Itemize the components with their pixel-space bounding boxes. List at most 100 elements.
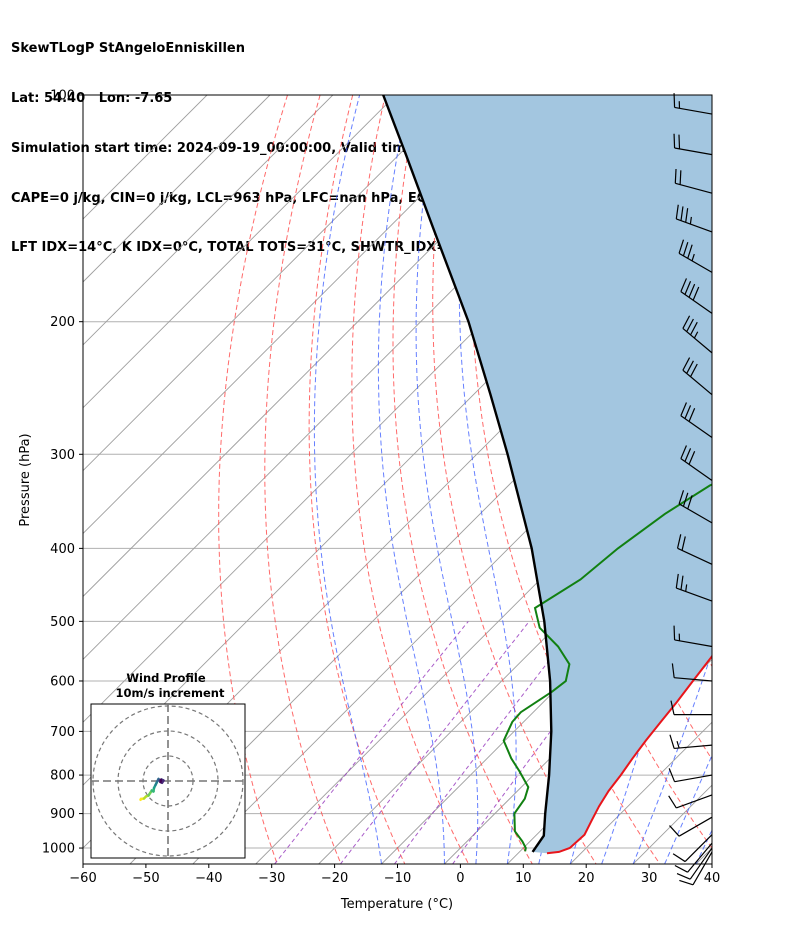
moist-adiabat bbox=[632, 650, 712, 864]
isotherm-line bbox=[381, 532, 712, 864]
wind-barb bbox=[674, 168, 713, 194]
wind-barb bbox=[675, 573, 713, 602]
x-tick-label: 40 bbox=[704, 871, 721, 886]
wind-barb bbox=[669, 816, 713, 837]
wind-barb-full-tick bbox=[673, 625, 676, 640]
wind-barb-staff bbox=[676, 587, 713, 602]
wind-barb bbox=[678, 490, 713, 524]
wind-barb-staff bbox=[674, 744, 713, 750]
dry-adiabat bbox=[264, 95, 342, 864]
wind-barb bbox=[676, 534, 713, 565]
wind-barb bbox=[673, 133, 713, 156]
wind-barb-staff bbox=[687, 842, 713, 873]
isotherm-line bbox=[83, 95, 271, 283]
wind-barb-staff bbox=[674, 147, 713, 156]
wind-barb-full-tick bbox=[671, 663, 675, 678]
x-tick-label: −20 bbox=[321, 871, 348, 886]
wind-barb-staff bbox=[674, 106, 713, 115]
wind-barb-full-tick bbox=[669, 825, 680, 837]
wind-barb-staff bbox=[682, 369, 713, 396]
wind-barb-full-tick bbox=[676, 873, 691, 880]
wind-barb bbox=[679, 851, 713, 886]
wind-barb-full-tick bbox=[688, 283, 696, 298]
wind-barb-half-tick bbox=[676, 740, 680, 749]
hodograph-subtitle: 10m/s increment bbox=[116, 686, 225, 700]
wind-barb-full-tick bbox=[682, 242, 689, 257]
wind-barb-full-tick bbox=[685, 208, 689, 223]
temperature-line bbox=[546, 654, 712, 855]
wind-barb-full-tick bbox=[676, 534, 682, 549]
wind-barb bbox=[668, 768, 713, 783]
wind-barb bbox=[673, 93, 713, 115]
wind-barb bbox=[668, 794, 713, 809]
moist-adiabat bbox=[728, 95, 794, 864]
wind-barb-full-tick bbox=[687, 244, 693, 259]
axes: −60 −50 −40 −30 −20 −10 0 10 20 30 40 100 200 300 400 5… bbox=[42, 89, 720, 887]
wind-barb-staff bbox=[680, 291, 713, 314]
wind-barb-staff bbox=[680, 415, 713, 439]
mixing-ratio-line bbox=[394, 621, 580, 864]
wind-barb-full-tick bbox=[690, 363, 698, 377]
x-tick-label: 20 bbox=[578, 871, 595, 886]
wind-barbs bbox=[668, 93, 713, 886]
wind-barb-full-tick bbox=[684, 405, 692, 419]
x-tick-label: 30 bbox=[641, 871, 658, 886]
wind-barb-staff bbox=[678, 503, 713, 524]
wind-barb-full-tick bbox=[672, 853, 686, 863]
dry-adiabat bbox=[776, 95, 794, 864]
y-tick-label: 800 bbox=[50, 769, 75, 784]
wind-barb-staff bbox=[682, 327, 713, 354]
x-tick-label: 0 bbox=[456, 871, 464, 886]
wind-barb-full-tick bbox=[680, 278, 687, 292]
wind-barb-full-tick bbox=[684, 448, 692, 462]
wind-barb-full-tick bbox=[680, 575, 684, 590]
y-tick-label: 300 bbox=[50, 448, 75, 463]
wind-barb-staff bbox=[674, 774, 713, 783]
wind-barb bbox=[670, 700, 712, 716]
isotherm-line bbox=[83, 95, 334, 346]
x-tick-label: −40 bbox=[195, 871, 222, 886]
wind-barb bbox=[675, 204, 713, 233]
x-tick-label: −60 bbox=[69, 871, 96, 886]
wind-barb bbox=[674, 842, 713, 873]
wind-barb-full-tick bbox=[678, 134, 681, 149]
wind-barb-half-tick bbox=[689, 216, 692, 225]
x-tick-label: 10 bbox=[515, 871, 532, 886]
profile-lines bbox=[382, 95, 712, 855]
wind-barb-full-tick bbox=[674, 864, 688, 873]
y-axis-label: Pressure (hPa) bbox=[18, 433, 33, 526]
wind-barb-full-tick bbox=[682, 357, 691, 371]
wind-barb-full-tick bbox=[678, 239, 685, 254]
parcel-temperature-fill bbox=[383, 95, 712, 854]
mixing-ratio-line bbox=[340, 621, 530, 864]
x-tick-label: −50 bbox=[132, 871, 159, 886]
wind-barb-full-tick bbox=[673, 133, 676, 149]
moist-adiabat bbox=[313, 95, 382, 864]
wind-barb-full-tick bbox=[681, 536, 686, 551]
y-tick-label: 200 bbox=[50, 315, 75, 330]
isotherm-line bbox=[569, 721, 712, 864]
y-tick-label: 600 bbox=[50, 674, 75, 689]
wind-barb-full-tick bbox=[668, 795, 677, 809]
wind-barb-full-tick bbox=[668, 768, 676, 782]
wind-barb bbox=[671, 663, 713, 682]
wind-barb-staff bbox=[676, 794, 713, 809]
moist-adiabat bbox=[601, 95, 683, 864]
wind-barb-staff bbox=[676, 218, 713, 233]
wind-barb-full-tick bbox=[679, 879, 694, 886]
isotherm-line bbox=[83, 95, 522, 535]
wind-barb-full-tick bbox=[690, 321, 698, 336]
wind-barb-staff bbox=[674, 639, 713, 648]
moist-adiabat bbox=[664, 754, 712, 864]
wind-barb-staff bbox=[678, 816, 713, 837]
dry-adiabat bbox=[351, 95, 470, 864]
wind-barb-staff bbox=[674, 677, 713, 682]
wind-barb bbox=[669, 734, 713, 750]
wind-barb-staff bbox=[680, 458, 713, 481]
wind-barb-half-tick bbox=[685, 584, 688, 592]
x-axis-label: Temperature (°C) bbox=[340, 897, 453, 912]
title-line-station: SkewTLogP StAngeloEnniskillen bbox=[11, 41, 245, 57]
dry-adiabat bbox=[308, 95, 406, 864]
